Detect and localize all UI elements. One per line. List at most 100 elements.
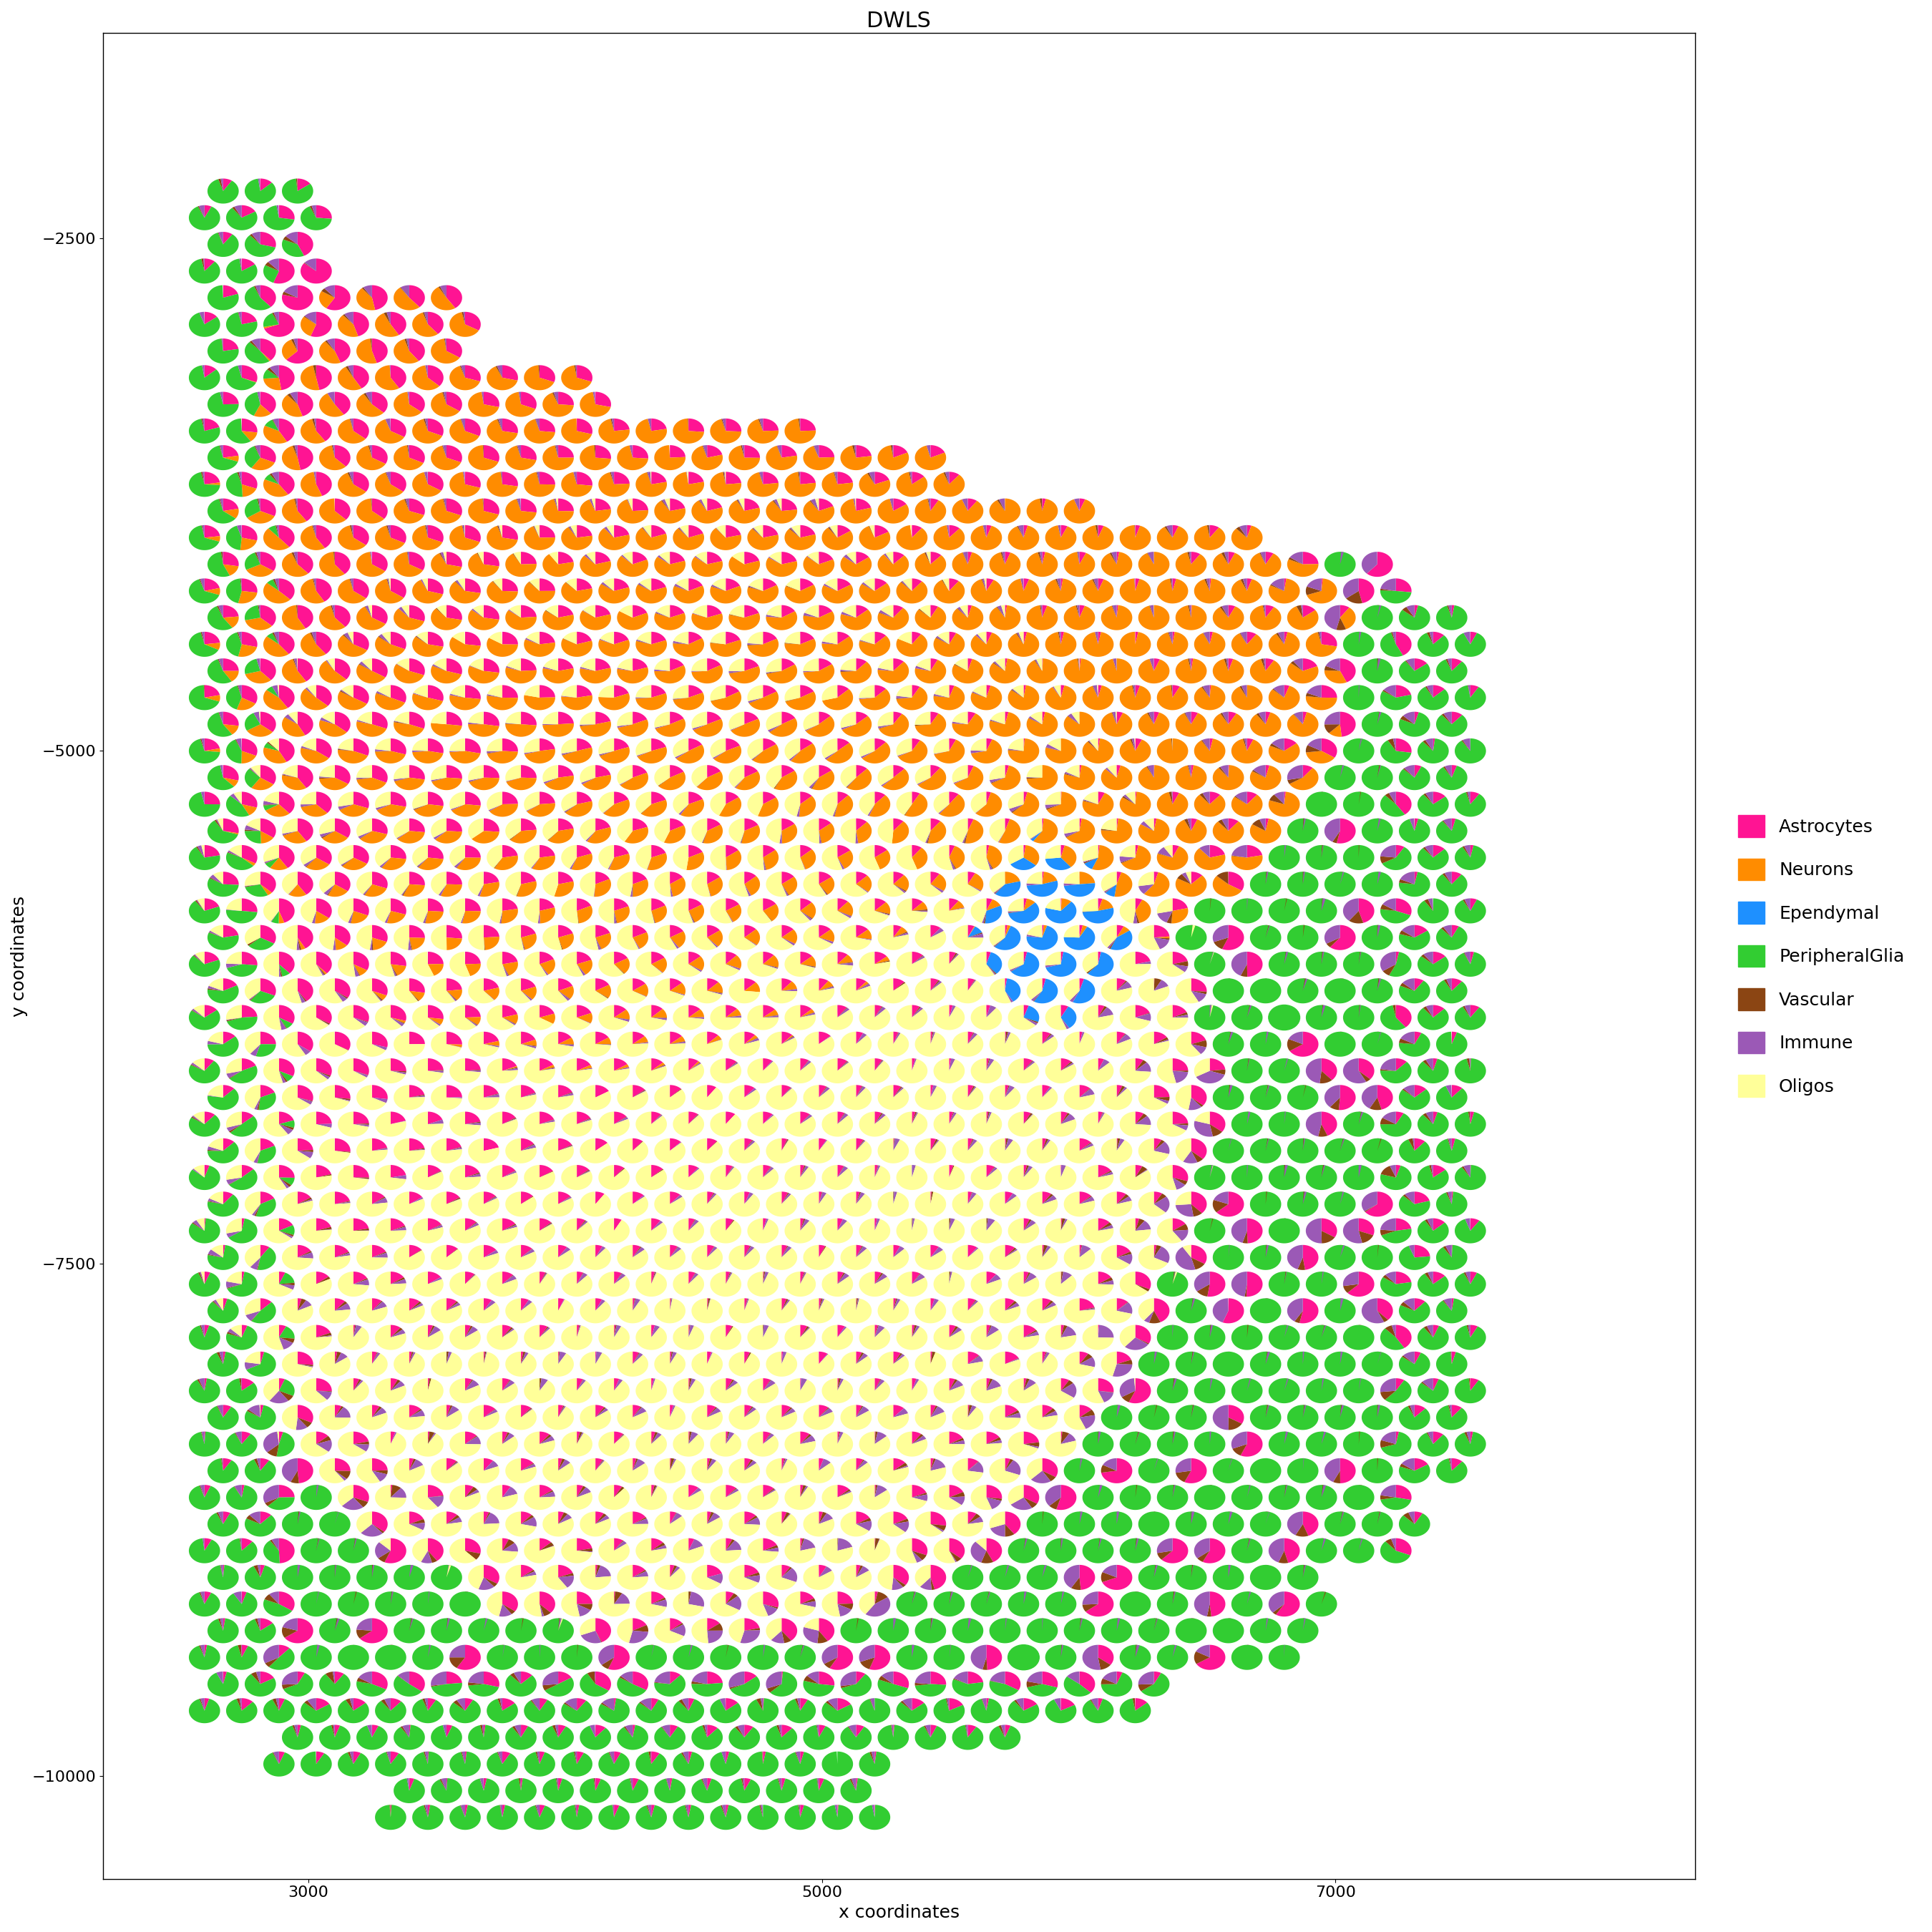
Polygon shape: [1470, 1325, 1478, 1337]
Polygon shape: [373, 1244, 386, 1258]
Polygon shape: [699, 498, 707, 510]
Polygon shape: [1136, 1698, 1148, 1710]
Polygon shape: [1194, 1486, 1225, 1511]
Polygon shape: [707, 819, 721, 831]
Polygon shape: [578, 1169, 589, 1177]
Polygon shape: [763, 1546, 779, 1551]
Polygon shape: [309, 632, 317, 643]
Polygon shape: [278, 1486, 294, 1497]
Polygon shape: [1065, 771, 1080, 777]
Polygon shape: [334, 1244, 350, 1258]
Polygon shape: [502, 1223, 516, 1231]
Polygon shape: [1101, 1565, 1132, 1590]
Polygon shape: [427, 1551, 437, 1563]
Polygon shape: [765, 1619, 782, 1640]
Polygon shape: [1194, 848, 1225, 869]
Polygon shape: [201, 259, 205, 270]
Polygon shape: [473, 605, 483, 618]
Polygon shape: [487, 1059, 518, 1084]
Polygon shape: [226, 964, 257, 978]
Polygon shape: [1399, 1513, 1430, 1536]
Polygon shape: [1265, 1352, 1269, 1364]
Polygon shape: [537, 910, 541, 923]
Polygon shape: [1010, 964, 1024, 972]
Polygon shape: [931, 1524, 947, 1530]
Polygon shape: [987, 526, 991, 537]
Polygon shape: [288, 394, 298, 404]
Polygon shape: [522, 1298, 529, 1310]
Polygon shape: [450, 1486, 481, 1511]
Polygon shape: [412, 792, 427, 810]
Polygon shape: [1321, 1325, 1325, 1337]
Polygon shape: [483, 1298, 493, 1310]
Polygon shape: [1028, 1671, 1041, 1685]
Polygon shape: [412, 1378, 444, 1403]
Polygon shape: [916, 1459, 947, 1484]
Polygon shape: [614, 1434, 624, 1443]
Polygon shape: [539, 1432, 549, 1443]
Polygon shape: [276, 1432, 294, 1457]
Polygon shape: [487, 582, 518, 603]
Polygon shape: [1229, 1619, 1231, 1631]
Polygon shape: [840, 724, 856, 730]
Polygon shape: [1009, 792, 1024, 810]
Polygon shape: [663, 498, 670, 510]
Polygon shape: [558, 1146, 572, 1151]
Polygon shape: [1341, 1244, 1343, 1258]
Polygon shape: [1005, 871, 1020, 885]
Polygon shape: [1287, 978, 1318, 1003]
Polygon shape: [995, 881, 1020, 896]
X-axis label: x coordinates: x coordinates: [838, 1905, 960, 1920]
Polygon shape: [1362, 659, 1393, 684]
Polygon shape: [1080, 1244, 1082, 1258]
Polygon shape: [879, 659, 893, 670]
Polygon shape: [226, 1016, 257, 1030]
Polygon shape: [222, 1032, 236, 1043]
Polygon shape: [856, 1298, 860, 1310]
Polygon shape: [1302, 765, 1312, 777]
Polygon shape: [636, 844, 651, 869]
Polygon shape: [711, 686, 726, 701]
Polygon shape: [373, 1459, 388, 1470]
Polygon shape: [1080, 1192, 1092, 1204]
Polygon shape: [483, 392, 498, 408]
Polygon shape: [784, 697, 800, 701]
Polygon shape: [804, 711, 819, 730]
Polygon shape: [927, 498, 931, 510]
Polygon shape: [1061, 1111, 1068, 1124]
Polygon shape: [1005, 1459, 1012, 1470]
Polygon shape: [375, 694, 406, 711]
Polygon shape: [1294, 711, 1302, 724]
Polygon shape: [933, 473, 964, 497]
Polygon shape: [466, 738, 481, 753]
Polygon shape: [1378, 1405, 1379, 1418]
Polygon shape: [1053, 686, 1061, 697]
Polygon shape: [421, 580, 427, 591]
Polygon shape: [591, 498, 595, 510]
Polygon shape: [759, 471, 763, 485]
Polygon shape: [543, 1405, 574, 1430]
Polygon shape: [240, 471, 241, 485]
Polygon shape: [860, 1592, 875, 1615]
Polygon shape: [638, 583, 651, 591]
Polygon shape: [856, 1519, 871, 1524]
Polygon shape: [282, 553, 309, 578]
Polygon shape: [205, 1538, 213, 1551]
Polygon shape: [1138, 1511, 1169, 1536]
Polygon shape: [375, 1111, 406, 1136]
Polygon shape: [1302, 553, 1318, 564]
Polygon shape: [431, 338, 460, 363]
Polygon shape: [968, 925, 974, 937]
Polygon shape: [782, 444, 798, 458]
Polygon shape: [558, 1086, 572, 1097]
Polygon shape: [412, 1219, 444, 1244]
Polygon shape: [609, 858, 614, 869]
Polygon shape: [931, 1352, 935, 1364]
Polygon shape: [245, 925, 261, 945]
Polygon shape: [1223, 1298, 1244, 1323]
Polygon shape: [893, 1086, 902, 1097]
Polygon shape: [877, 661, 908, 684]
Polygon shape: [692, 871, 711, 896]
Polygon shape: [1320, 1070, 1331, 1084]
Polygon shape: [1153, 1352, 1157, 1364]
